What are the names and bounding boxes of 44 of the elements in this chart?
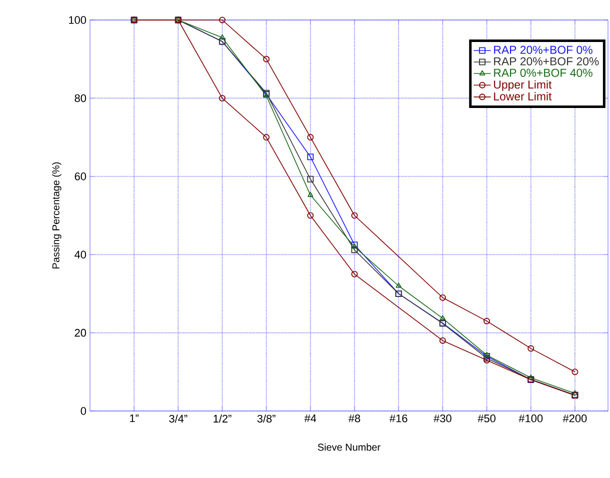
point [484, 352, 490, 357]
point [219, 34, 226, 40]
x-axis-title: Sieve Number [318, 443, 380, 451]
point [307, 134, 314, 141]
point [528, 345, 534, 352]
y-tick-label: 20 [74, 328, 86, 337]
point [308, 192, 314, 198]
point [351, 270, 358, 278]
y-axis-title: Passing Percentage (%) [52, 162, 62, 268]
point [263, 134, 270, 141]
x-tick-label: 1” [130, 414, 139, 422]
point [351, 212, 358, 219]
point [307, 154, 314, 160]
point [440, 315, 446, 320]
point [351, 246, 358, 254]
legend-label: RAP 20%+BOF 0% [494, 46, 592, 54]
x-tick-label: #30 [434, 414, 452, 422]
point [263, 56, 270, 62]
x-tick-label: 1/2” [214, 414, 232, 423]
x-tick-label: #16 [390, 414, 408, 422]
legend-label: Lower Limit [494, 92, 552, 100]
x-tick-label: #200 [562, 414, 587, 422]
legend-label: Upper Limit [494, 80, 552, 91]
x-tick-label: #4 [304, 414, 316, 422]
point [484, 318, 490, 324]
x-tick-label: #100 [518, 414, 543, 422]
x-tick-label: #50 [478, 414, 496, 422]
x-tick-label: 3/8” [257, 414, 276, 423]
y-tick-label: 100 [69, 16, 86, 24]
y-tick-label: 60 [74, 172, 86, 180]
legend-label: RAP 20%+BOF 20% [494, 57, 599, 66]
point [396, 282, 402, 288]
y-tick-label: 80 [74, 94, 86, 102]
x-tick-label: #8 [348, 414, 360, 422]
point [219, 16, 226, 24]
y-tick-label: 40 [74, 250, 86, 258]
point [439, 337, 446, 344]
point [307, 176, 314, 182]
legend-label: RAP 0%+BOF 40% [494, 68, 592, 77]
y-tick-label: 0 [80, 407, 86, 415]
point [439, 294, 446, 301]
x-tick-label: 3/4” [169, 414, 188, 423]
point [219, 94, 226, 102]
point [307, 212, 314, 219]
